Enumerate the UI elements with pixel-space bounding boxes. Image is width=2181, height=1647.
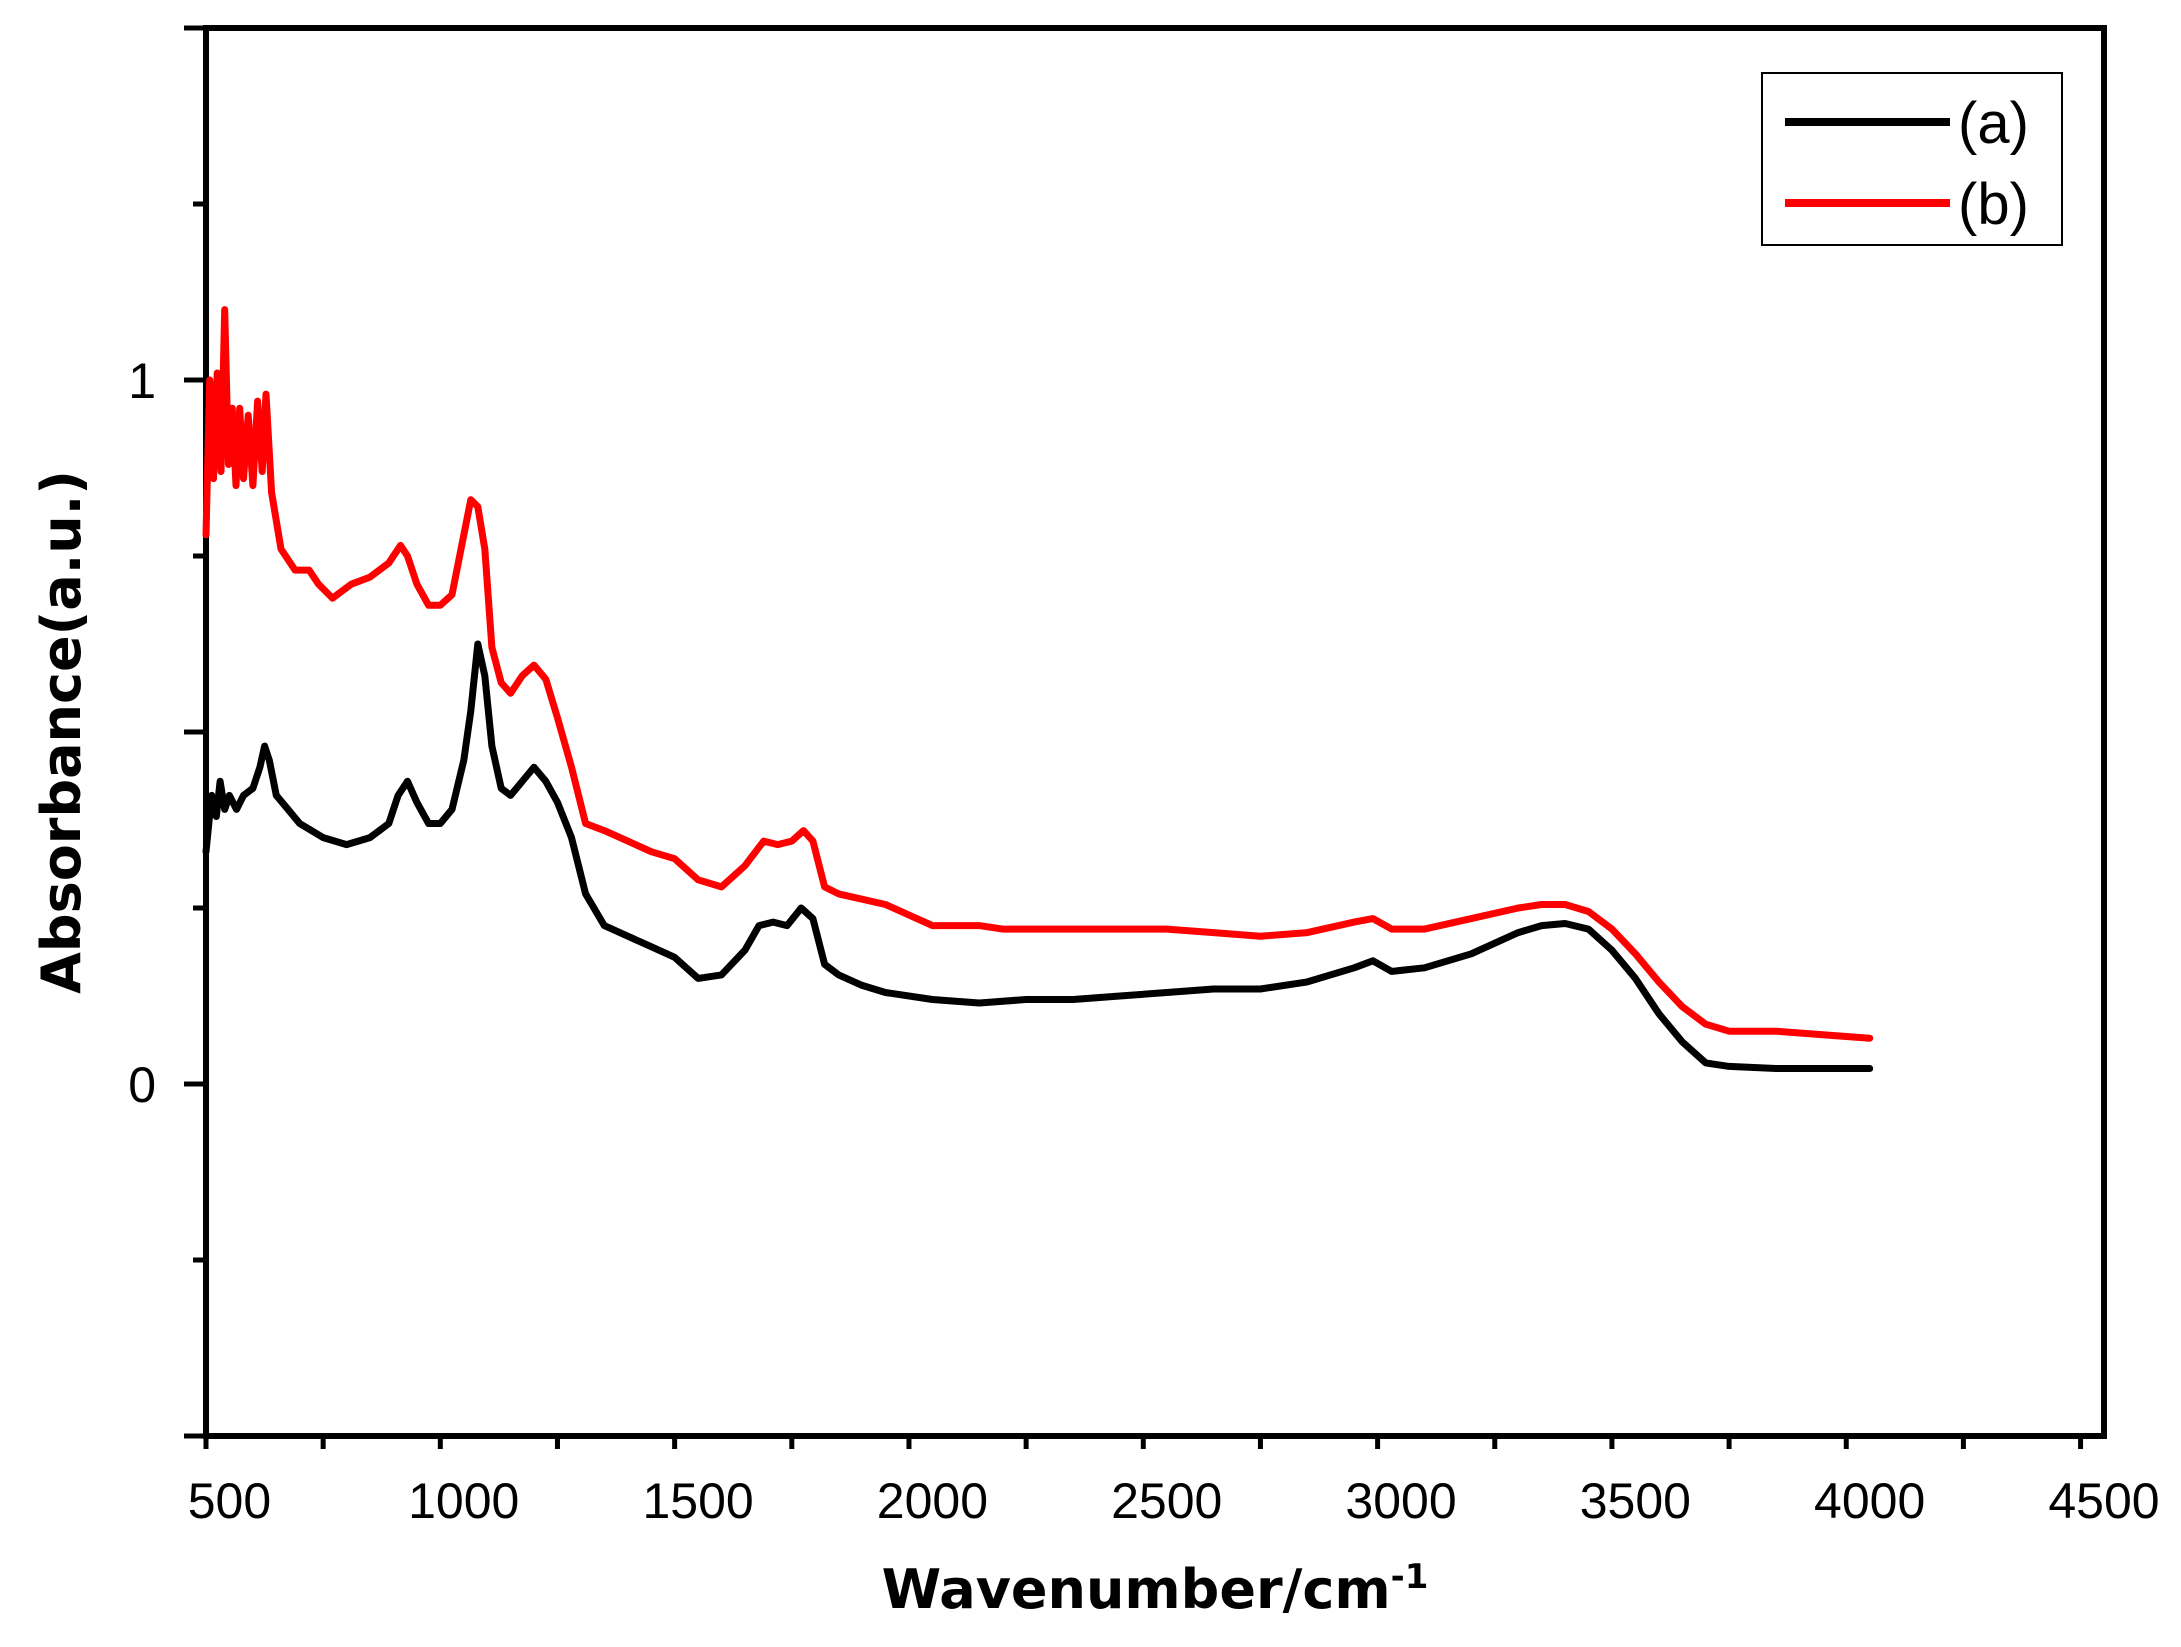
x-tick-label: 3500	[1580, 1473, 1691, 1529]
x-tick-label: 2500	[1111, 1473, 1222, 1529]
y-axis-ticks: 01	[128, 25, 206, 1439]
x-axis-title-main: Wavenumber/cm	[882, 1558, 1391, 1621]
series-line-b	[202, 306, 1874, 1042]
y-tick-label: 0	[128, 1057, 156, 1113]
x-tick-label: 1500	[642, 1473, 753, 1529]
x-axis-ticks: 500 1000 1500 2000 2500 3000 3500 4000 4500	[188, 1436, 2160, 1529]
legend: (a) (b)	[1761, 72, 2063, 246]
x-tick-label: 3000	[1345, 1473, 1456, 1529]
legend-label-b: (b)	[1958, 172, 2029, 237]
x-tick-label: 4500	[2048, 1473, 2159, 1529]
legend-box	[1761, 72, 2063, 246]
y-tick-label: 1	[128, 353, 156, 409]
series-layer	[202, 306, 1874, 1072]
x-axis-title: Wavenumber/cm-1	[882, 1557, 1429, 1621]
legend-label-a: (a)	[1958, 91, 2029, 156]
series-line-a	[202, 640, 1874, 1072]
x-tick-label: 500	[188, 1473, 271, 1529]
x-tick-label: 4000	[1814, 1473, 1925, 1529]
y-axis-title: Absorbance(a.u.)	[30, 470, 93, 994]
x-tick-label: 2000	[877, 1473, 988, 1529]
x-axis-title-superscript: -1	[1391, 1557, 1429, 1597]
x-tick-label: 1000	[408, 1473, 519, 1529]
